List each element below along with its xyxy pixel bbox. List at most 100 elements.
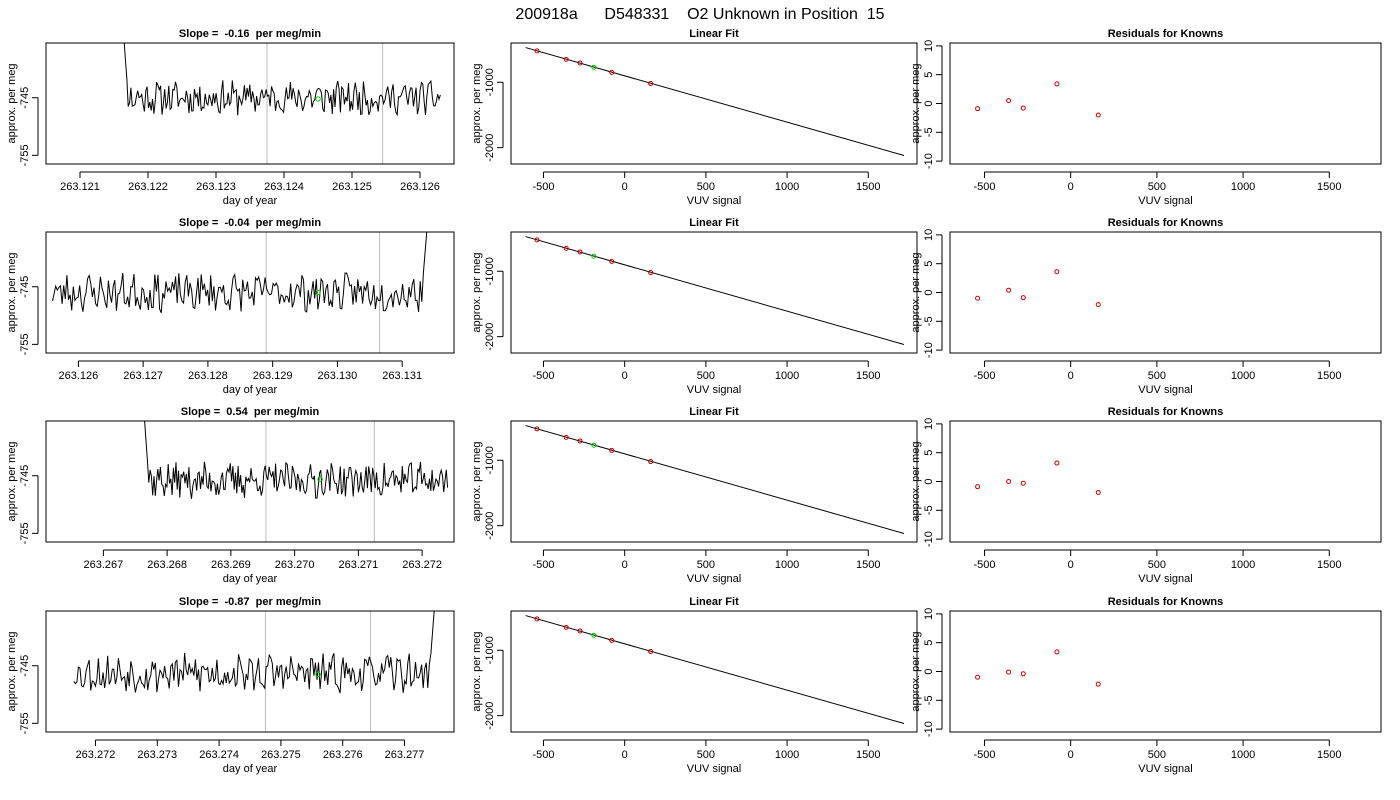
panel-title: Linear Fit bbox=[689, 217, 739, 229]
x-axis-label: day of year bbox=[223, 384, 278, 396]
plot-area bbox=[525, 236, 905, 345]
x-tick-label: 263.129 bbox=[253, 370, 293, 382]
plot-area bbox=[975, 81, 1101, 118]
known-point bbox=[648, 81, 654, 87]
plot-frame bbox=[510, 231, 918, 354]
x-tick-label: 0 bbox=[622, 559, 628, 571]
x-tick-label: 0 bbox=[1068, 370, 1074, 382]
y-tick-label: 5 bbox=[923, 640, 935, 646]
y-axis-label: approx. per meg bbox=[910, 441, 922, 521]
y-tick-label: -755 bbox=[19, 144, 31, 166]
panel-r3-c1: Slope = 0.54 per meg/min 263.267 263.268 26… bbox=[6, 406, 455, 585]
residual-point bbox=[1020, 480, 1026, 486]
x-tick-label: 263.274 bbox=[199, 749, 239, 761]
fit-line bbox=[525, 425, 905, 534]
panel-title: Slope = -0.04 per meg/min bbox=[179, 217, 321, 229]
panel-title: Slope = -0.87 per meg/min bbox=[179, 596, 321, 608]
x-tick-label: 263.270 bbox=[275, 559, 315, 571]
y-tick-label: -745 bbox=[19, 465, 31, 487]
unknown-point bbox=[591, 442, 597, 448]
y-tick-label: 10 bbox=[923, 418, 935, 430]
unknown-average-marker bbox=[315, 96, 321, 102]
plot-area bbox=[525, 47, 905, 156]
y-axis-label: approx. per meg bbox=[6, 441, 18, 521]
fit-line bbox=[525, 615, 905, 724]
x-tick-label: 263.269 bbox=[211, 559, 251, 571]
plot-frame bbox=[949, 420, 1382, 543]
plot-frame bbox=[45, 231, 455, 354]
x-tick-label: 0 bbox=[1068, 749, 1074, 761]
x-tick-label: 1000 bbox=[1231, 559, 1255, 571]
x-tick-label: -500 bbox=[973, 370, 995, 382]
x-tick-label: 0 bbox=[622, 370, 628, 382]
x-tick-label: 0 bbox=[622, 749, 628, 761]
x-tick-label: 263.276 bbox=[323, 749, 363, 761]
figure-title: 200918a D548331 O2 Unknown in Position 1… bbox=[515, 6, 884, 23]
y-tick-label: -10 bbox=[923, 153, 935, 169]
x-tick-label: 263.123 bbox=[196, 181, 236, 193]
residual-point bbox=[975, 484, 981, 490]
signal-trace bbox=[73, 611, 435, 694]
signal-trace bbox=[123, 43, 441, 117]
x-tick-label: 263.271 bbox=[338, 559, 378, 571]
x-axis-label: day of year bbox=[223, 573, 278, 585]
residual-point bbox=[1054, 269, 1060, 275]
y-tick-label: 5 bbox=[923, 261, 935, 267]
panel-title: Residuals for Knowns bbox=[1108, 406, 1224, 418]
panel-r2-c1: Slope = -0.04 per meg/min 263.126 263.127 2… bbox=[6, 217, 455, 396]
x-tick-label: 1000 bbox=[775, 181, 799, 193]
y-tick-label: -1000 bbox=[484, 636, 496, 664]
y-tick-label: -755 bbox=[19, 522, 31, 544]
plot-frame bbox=[949, 42, 1382, 165]
known-point bbox=[563, 434, 569, 440]
y-tick-label: -2000 bbox=[484, 512, 496, 540]
x-tick-label: 500 bbox=[697, 559, 715, 571]
known-point bbox=[609, 69, 615, 75]
y-tick-label: -1000 bbox=[484, 68, 496, 96]
x-tick-label: 500 bbox=[697, 370, 715, 382]
residual-point bbox=[975, 295, 981, 301]
x-tick-label: 263.131 bbox=[382, 370, 422, 382]
x-tick-label: 500 bbox=[1148, 559, 1166, 571]
known-point bbox=[563, 56, 569, 62]
known-point bbox=[648, 459, 654, 465]
y-axis-label: approx. per meg bbox=[6, 63, 18, 143]
plot-frame bbox=[949, 231, 1382, 354]
panel-r2-c3: Residuals for Knowns -500 0 500 1000 1500 VUV … bbox=[910, 217, 1382, 396]
y-tick-label: -5 bbox=[923, 505, 935, 515]
x-tick-label: 263.267 bbox=[83, 559, 123, 571]
x-tick-label: 0 bbox=[622, 181, 628, 193]
x-tick-label: 1500 bbox=[1317, 370, 1341, 382]
panel-title: Slope = 0.54 per meg/min bbox=[181, 406, 320, 418]
x-tick-label: 263.127 bbox=[123, 370, 163, 382]
residual-point bbox=[1095, 112, 1101, 118]
x-tick-label: 1000 bbox=[1231, 749, 1255, 761]
y-tick-label: -10 bbox=[923, 531, 935, 547]
x-tick-label: 263.125 bbox=[332, 181, 372, 193]
plot-area bbox=[975, 460, 1101, 495]
plot-area bbox=[525, 425, 905, 534]
residual-point bbox=[975, 106, 981, 112]
x-axis-label: VUV signal bbox=[687, 763, 741, 775]
x-tick-label: 500 bbox=[1148, 181, 1166, 193]
x-axis-label: day of year bbox=[223, 195, 278, 207]
x-tick-label: 263.272 bbox=[76, 749, 116, 761]
known-point bbox=[609, 258, 615, 264]
y-tick-label: 0 bbox=[923, 668, 935, 674]
panel-r4-c1: Slope = -0.87 per meg/min 263.272 263.273 2… bbox=[6, 596, 455, 775]
y-axis-label: approx. per meg bbox=[471, 631, 483, 711]
residual-point bbox=[1095, 302, 1101, 308]
x-tick-label: 1500 bbox=[856, 370, 880, 382]
x-tick-label: -500 bbox=[532, 749, 554, 761]
fit-line bbox=[525, 236, 905, 345]
residual-point bbox=[1006, 479, 1012, 484]
y-axis-label: approx. per meg bbox=[910, 252, 922, 332]
residual-point bbox=[1006, 287, 1012, 293]
y-tick-label: 0 bbox=[923, 100, 935, 106]
panel-title: Slope = -0.16 per meg/min bbox=[179, 28, 321, 40]
x-tick-label: 0 bbox=[1068, 181, 1074, 193]
unknown-average-marker bbox=[315, 289, 321, 296]
known-point bbox=[577, 60, 583, 66]
x-tick-label: 1000 bbox=[1231, 370, 1255, 382]
signal-trace bbox=[52, 232, 428, 313]
